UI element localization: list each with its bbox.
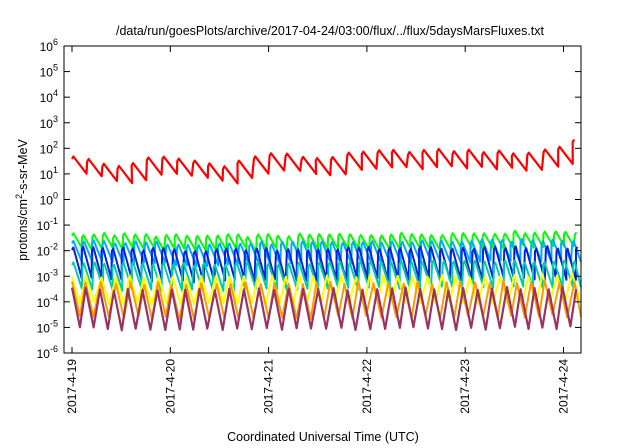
y-tick-label: 102 [40, 139, 58, 156]
series-line [71, 238, 582, 268]
x-axis-ticks: 2017-4-19 2017-4-20 2017-4-21 2017-4-22 2017… [65, 46, 571, 414]
y-tick-label: 100 [40, 191, 58, 208]
series-line [70, 285, 578, 332]
y-tick-label: 104 [40, 88, 58, 105]
x-tick-label: 2017-4-19 [65, 359, 79, 414]
y-tick-label: 10-6 [37, 344, 58, 361]
x-tick-label: 2017-4-20 [163, 359, 177, 414]
y-tick-label: 10-1 [37, 216, 58, 233]
y-tick-label: 105 [40, 63, 58, 80]
chart-title: /data/run/goesPlots/archive/2017-04-24/0… [116, 24, 545, 38]
y-tick-label: 10-4 [37, 293, 58, 310]
series-line [71, 279, 582, 321]
y-tick-label: 10-3 [37, 267, 58, 284]
y-axis-ticks: 10-6 10-5 10-4 10-3 10-2 10-1 100 101 102 103 104 1… [37, 37, 581, 361]
x-tick-label: 2017-4-23 [458, 359, 472, 414]
y-tick-label: 10-5 [37, 318, 58, 335]
y-tick-label: 106 [40, 37, 58, 54]
x-axis-label: Coordinated Universal Time (UTC) [227, 430, 419, 444]
y-axis-label: protons/cm2-s-sr-MeV [14, 138, 30, 260]
series-layer [70, 138, 582, 332]
y-tick-label: 101 [40, 165, 58, 182]
series-line [71, 138, 576, 185]
x-tick-label: 2017-4-24 [557, 359, 571, 414]
x-tick-label: 2017-4-21 [262, 359, 276, 414]
y-tick-label: 10-2 [37, 242, 58, 259]
x-tick-label: 2017-4-22 [360, 359, 374, 414]
y-tick-label: 103 [40, 114, 58, 131]
